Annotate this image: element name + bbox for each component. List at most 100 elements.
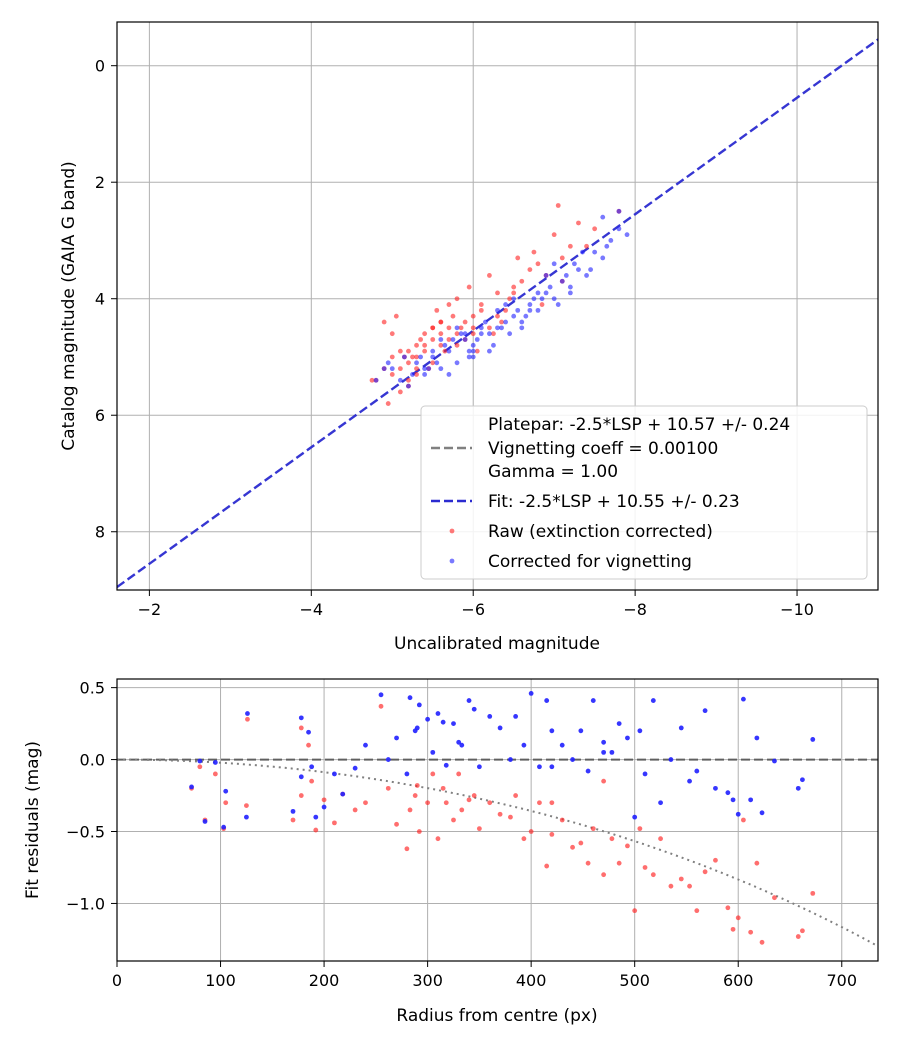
corrected-residual-point bbox=[497, 725, 503, 731]
raw-residual-point bbox=[754, 860, 760, 866]
raw-residual-point bbox=[537, 800, 542, 806]
corrected-residual-point bbox=[197, 758, 203, 764]
corrected-point bbox=[389, 366, 395, 372]
raw-point bbox=[470, 325, 476, 331]
corrected-point bbox=[527, 307, 533, 313]
corrected-residual-point bbox=[544, 698, 550, 703]
raw-residual-point bbox=[549, 831, 555, 837]
corrected-point bbox=[584, 273, 589, 278]
raw-residual-point bbox=[487, 800, 493, 806]
corrected-point bbox=[397, 377, 403, 383]
raw-point bbox=[478, 307, 484, 313]
corrected-residual-point bbox=[650, 698, 656, 703]
corrected-residual-point bbox=[471, 706, 477, 712]
raw-residual-point bbox=[528, 829, 534, 834]
corrected-point bbox=[543, 273, 549, 278]
corrected-point bbox=[426, 366, 432, 372]
legend-label: Gamma = 1.00 bbox=[488, 462, 618, 482]
corrected-residual-point bbox=[772, 758, 777, 764]
raw-point bbox=[434, 307, 440, 313]
legend-marker-swatch bbox=[449, 558, 455, 564]
corrected-point bbox=[474, 337, 480, 342]
corrected-residual-point bbox=[451, 721, 456, 727]
corrected-residual-point bbox=[725, 790, 731, 796]
raw-point bbox=[369, 377, 375, 383]
corrected-residual-point bbox=[678, 725, 684, 731]
corrected-point bbox=[446, 372, 452, 377]
raw-point bbox=[495, 313, 500, 319]
raw-point bbox=[487, 273, 492, 278]
raw-residual-point bbox=[416, 829, 422, 834]
corrected-point bbox=[414, 360, 419, 366]
raw-point bbox=[418, 337, 423, 342]
corrected-point bbox=[438, 337, 444, 342]
raw-point bbox=[430, 360, 436, 366]
raw-residual-point bbox=[332, 820, 337, 826]
raw-residual-point bbox=[414, 783, 420, 788]
corrected-residual-point bbox=[637, 728, 643, 734]
raw-point bbox=[385, 401, 391, 406]
top-x-tick-label: −8 bbox=[623, 600, 647, 619]
corrected-point bbox=[418, 354, 423, 360]
corrected-point bbox=[576, 267, 581, 272]
corrected-point bbox=[567, 284, 573, 290]
top-y-tick-label: 2 bbox=[95, 173, 105, 192]
corrected-point bbox=[624, 232, 630, 238]
raw-residual-point bbox=[658, 836, 663, 842]
corrected-residual-point bbox=[340, 791, 346, 797]
corrected-point bbox=[535, 290, 541, 296]
corrected-residual-point bbox=[609, 749, 615, 755]
corrected-point bbox=[422, 366, 428, 372]
raw-point bbox=[397, 366, 403, 372]
bottom-plot-area bbox=[117, 679, 878, 961]
raw-point bbox=[527, 267, 533, 272]
corrected-point bbox=[563, 273, 569, 278]
raw-residual-point bbox=[521, 836, 527, 842]
raw-residual-point bbox=[748, 929, 754, 935]
raw-point bbox=[430, 337, 436, 342]
corrected-point bbox=[539, 296, 545, 302]
corrected-point bbox=[543, 290, 549, 296]
raw-point bbox=[466, 284, 472, 290]
raw-residual-point bbox=[394, 821, 399, 827]
raw-residual-point bbox=[570, 844, 575, 850]
raw-residual-point bbox=[713, 857, 718, 863]
raw-point bbox=[397, 348, 403, 354]
legend-item-fit: Fit: -2.5*LSP + 10.55 +/- 0.23 bbox=[431, 492, 740, 512]
corrected-point bbox=[422, 372, 428, 377]
corrected-residual-point bbox=[466, 698, 472, 703]
raw-residual-point bbox=[430, 771, 436, 777]
corrected-residual-point bbox=[741, 696, 746, 702]
corrected-point bbox=[551, 261, 557, 267]
corrected-residual-point bbox=[394, 735, 399, 741]
raw-point bbox=[406, 360, 411, 366]
corrected-point bbox=[580, 249, 585, 255]
raw-point bbox=[474, 348, 480, 354]
raw-residual-point bbox=[678, 876, 684, 882]
raw-residual-point bbox=[456, 771, 462, 777]
corrected-residual-point bbox=[223, 788, 229, 794]
corrected-residual-point bbox=[332, 771, 337, 777]
raw-point bbox=[422, 348, 428, 354]
corrected-point bbox=[523, 313, 529, 319]
raw-residual-point bbox=[451, 817, 456, 823]
corrected-residual-point bbox=[668, 757, 674, 762]
corrected-residual-point bbox=[309, 764, 315, 770]
legend-label: Raw (extinction corrected) bbox=[488, 522, 713, 542]
bottom-y-tick-label: −1.0 bbox=[66, 894, 105, 913]
corrected-residual-point bbox=[528, 690, 534, 696]
corrected-point bbox=[478, 331, 484, 337]
raw-point bbox=[414, 372, 419, 377]
corrected-residual-point bbox=[521, 742, 527, 748]
corrected-point bbox=[458, 331, 464, 337]
corrected-residual-point bbox=[378, 692, 384, 698]
raw-residual-point bbox=[601, 872, 607, 878]
corrected-residual-point bbox=[508, 757, 513, 762]
corrected-residual-point bbox=[298, 715, 304, 721]
raw-residual-point bbox=[407, 807, 413, 813]
corrected-residual-point bbox=[687, 778, 692, 784]
raw-residual-point bbox=[363, 800, 368, 806]
top-x-tick-label: −4 bbox=[300, 600, 324, 619]
corrected-point bbox=[511, 313, 517, 319]
raw-residual-point bbox=[549, 800, 555, 806]
